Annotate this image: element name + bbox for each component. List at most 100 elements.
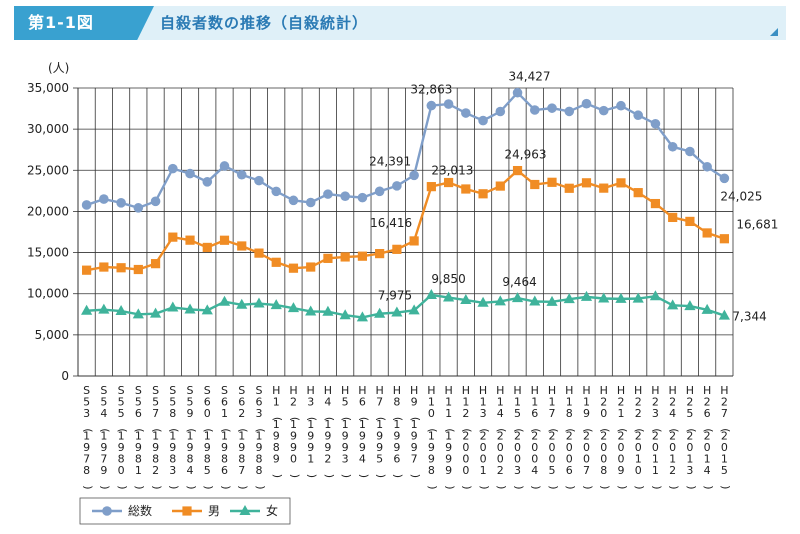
data-point [288,263,299,273]
data-point [271,257,281,267]
x-tick-label: H 1 0 (1 9 9 8) [426,384,439,489]
data-point [718,309,730,320]
data-point [340,191,350,201]
data-point [392,181,402,191]
x-tick-label: H 1 3 (2 0 0 1) [478,384,491,489]
data-point [461,184,471,194]
data-point [219,161,230,171]
legend-label: 男 [208,504,220,518]
data-point [702,228,712,238]
x-tick-label: S 5 8 (1 9 8 3) [168,384,181,489]
data-point [408,304,420,315]
x-tick-label: H 1 1 (1 9 9 9) [443,384,456,489]
data-point [685,216,695,227]
data-point [236,169,247,180]
data-point [442,291,455,302]
y-tick-label: 0 [61,369,69,383]
data-point [581,98,592,109]
data-point [149,307,162,318]
x-tick-label: H 2 3 (2 0 1 1) [650,384,663,489]
x-tick-label: H 1 (1 9 8 9) [271,384,284,478]
data-point [375,249,385,259]
data-point [357,192,368,203]
legend-marker [102,506,112,516]
data-point [443,99,454,109]
data-point [564,106,575,117]
x-tick-label: H 3 (1 9 9 1) [306,384,319,478]
data-point [340,252,350,262]
x-tick-label: H 1 7 (2 0 0 5) [547,384,560,489]
data-point [633,110,643,121]
data-point [530,179,540,190]
data-point [702,161,712,172]
data-point [563,293,575,304]
data-point [478,189,488,199]
data-point [615,292,627,303]
data-point [512,165,523,176]
grid [77,87,734,377]
x-tick-label: S 5 6 (1 9 8 1) [133,384,146,489]
data-label: 34,427 [509,70,551,84]
x-tick-label: S 6 2 (1 9 8 7) [237,384,250,489]
y-tick-label: 5,000 [35,328,69,342]
data-label: 24,963 [505,148,547,162]
data-point [546,295,558,306]
data-point [184,303,196,314]
data-point [478,115,488,126]
data-point [511,292,524,303]
data-point [616,100,626,111]
data-point [305,305,317,316]
x-tick-label: H 7 (1 9 9 5) [374,384,387,478]
data-point [116,198,126,208]
data-point [270,299,282,310]
data-point [288,195,299,206]
data-point [82,265,92,275]
corner-mark [770,28,778,36]
x-tick-label: H 2 0 (2 0 0 8) [599,384,612,489]
legend-label: 女 [266,503,278,518]
data-point [461,108,471,118]
x-tick-label: S 6 1 (1 9 8 6) [219,384,232,489]
data-point [99,262,109,272]
data-point [392,244,402,254]
data-point [649,290,662,301]
data-point [287,302,300,313]
x-tick-label: H 2 1 (2 0 0 9) [616,384,629,489]
x-tick-label: S 5 4 (1 9 7 9) [99,384,112,489]
x-tick-label: H 1 8 (2 0 0 6) [564,384,577,489]
x-tick-label: H 2 7 (2 0 1 5) [719,384,732,489]
x-tick-label: H 2 (1 9 9 0) [288,384,301,478]
x-tick-label: H 9 (1 9 9 7) [409,384,422,478]
data-point [168,163,178,174]
data-point [494,295,506,306]
series-1 [82,165,729,275]
data-point [477,296,489,307]
data-label: 16,416 [370,216,412,230]
y-tick-label: 15,000 [27,246,69,260]
data-point [599,183,609,193]
data-point [495,106,506,117]
data-label: 32,863 [410,83,452,97]
data-point [564,183,574,193]
data-point [254,248,264,258]
data-point [306,262,316,272]
data-point [167,301,179,312]
data-point [495,181,505,191]
x-tick-label: S 6 0 (1 9 8 5) [202,384,215,489]
data-point [547,103,557,113]
x-tick-label: H 4 (1 9 9 2) [323,384,336,478]
data-point [202,242,212,253]
data-point [218,295,231,306]
x-tick-label: H 1 9 (2 0 0 7) [581,384,594,489]
x-tick-label: H 2 2 (2 0 1 0) [633,384,646,489]
figure-label: 第1-1図 [14,6,154,40]
x-tick-label: H 2 5 (2 0 1 3) [685,384,698,489]
data-point [305,197,316,208]
x-tick-label: S 5 7 (1 9 8 2) [150,384,163,489]
data-label: 7,344 [732,310,766,324]
data-point [598,105,609,116]
data-point [684,300,696,311]
data-point [409,236,419,246]
y-tick-label: 10,000 [27,287,69,301]
data-point [632,292,644,303]
